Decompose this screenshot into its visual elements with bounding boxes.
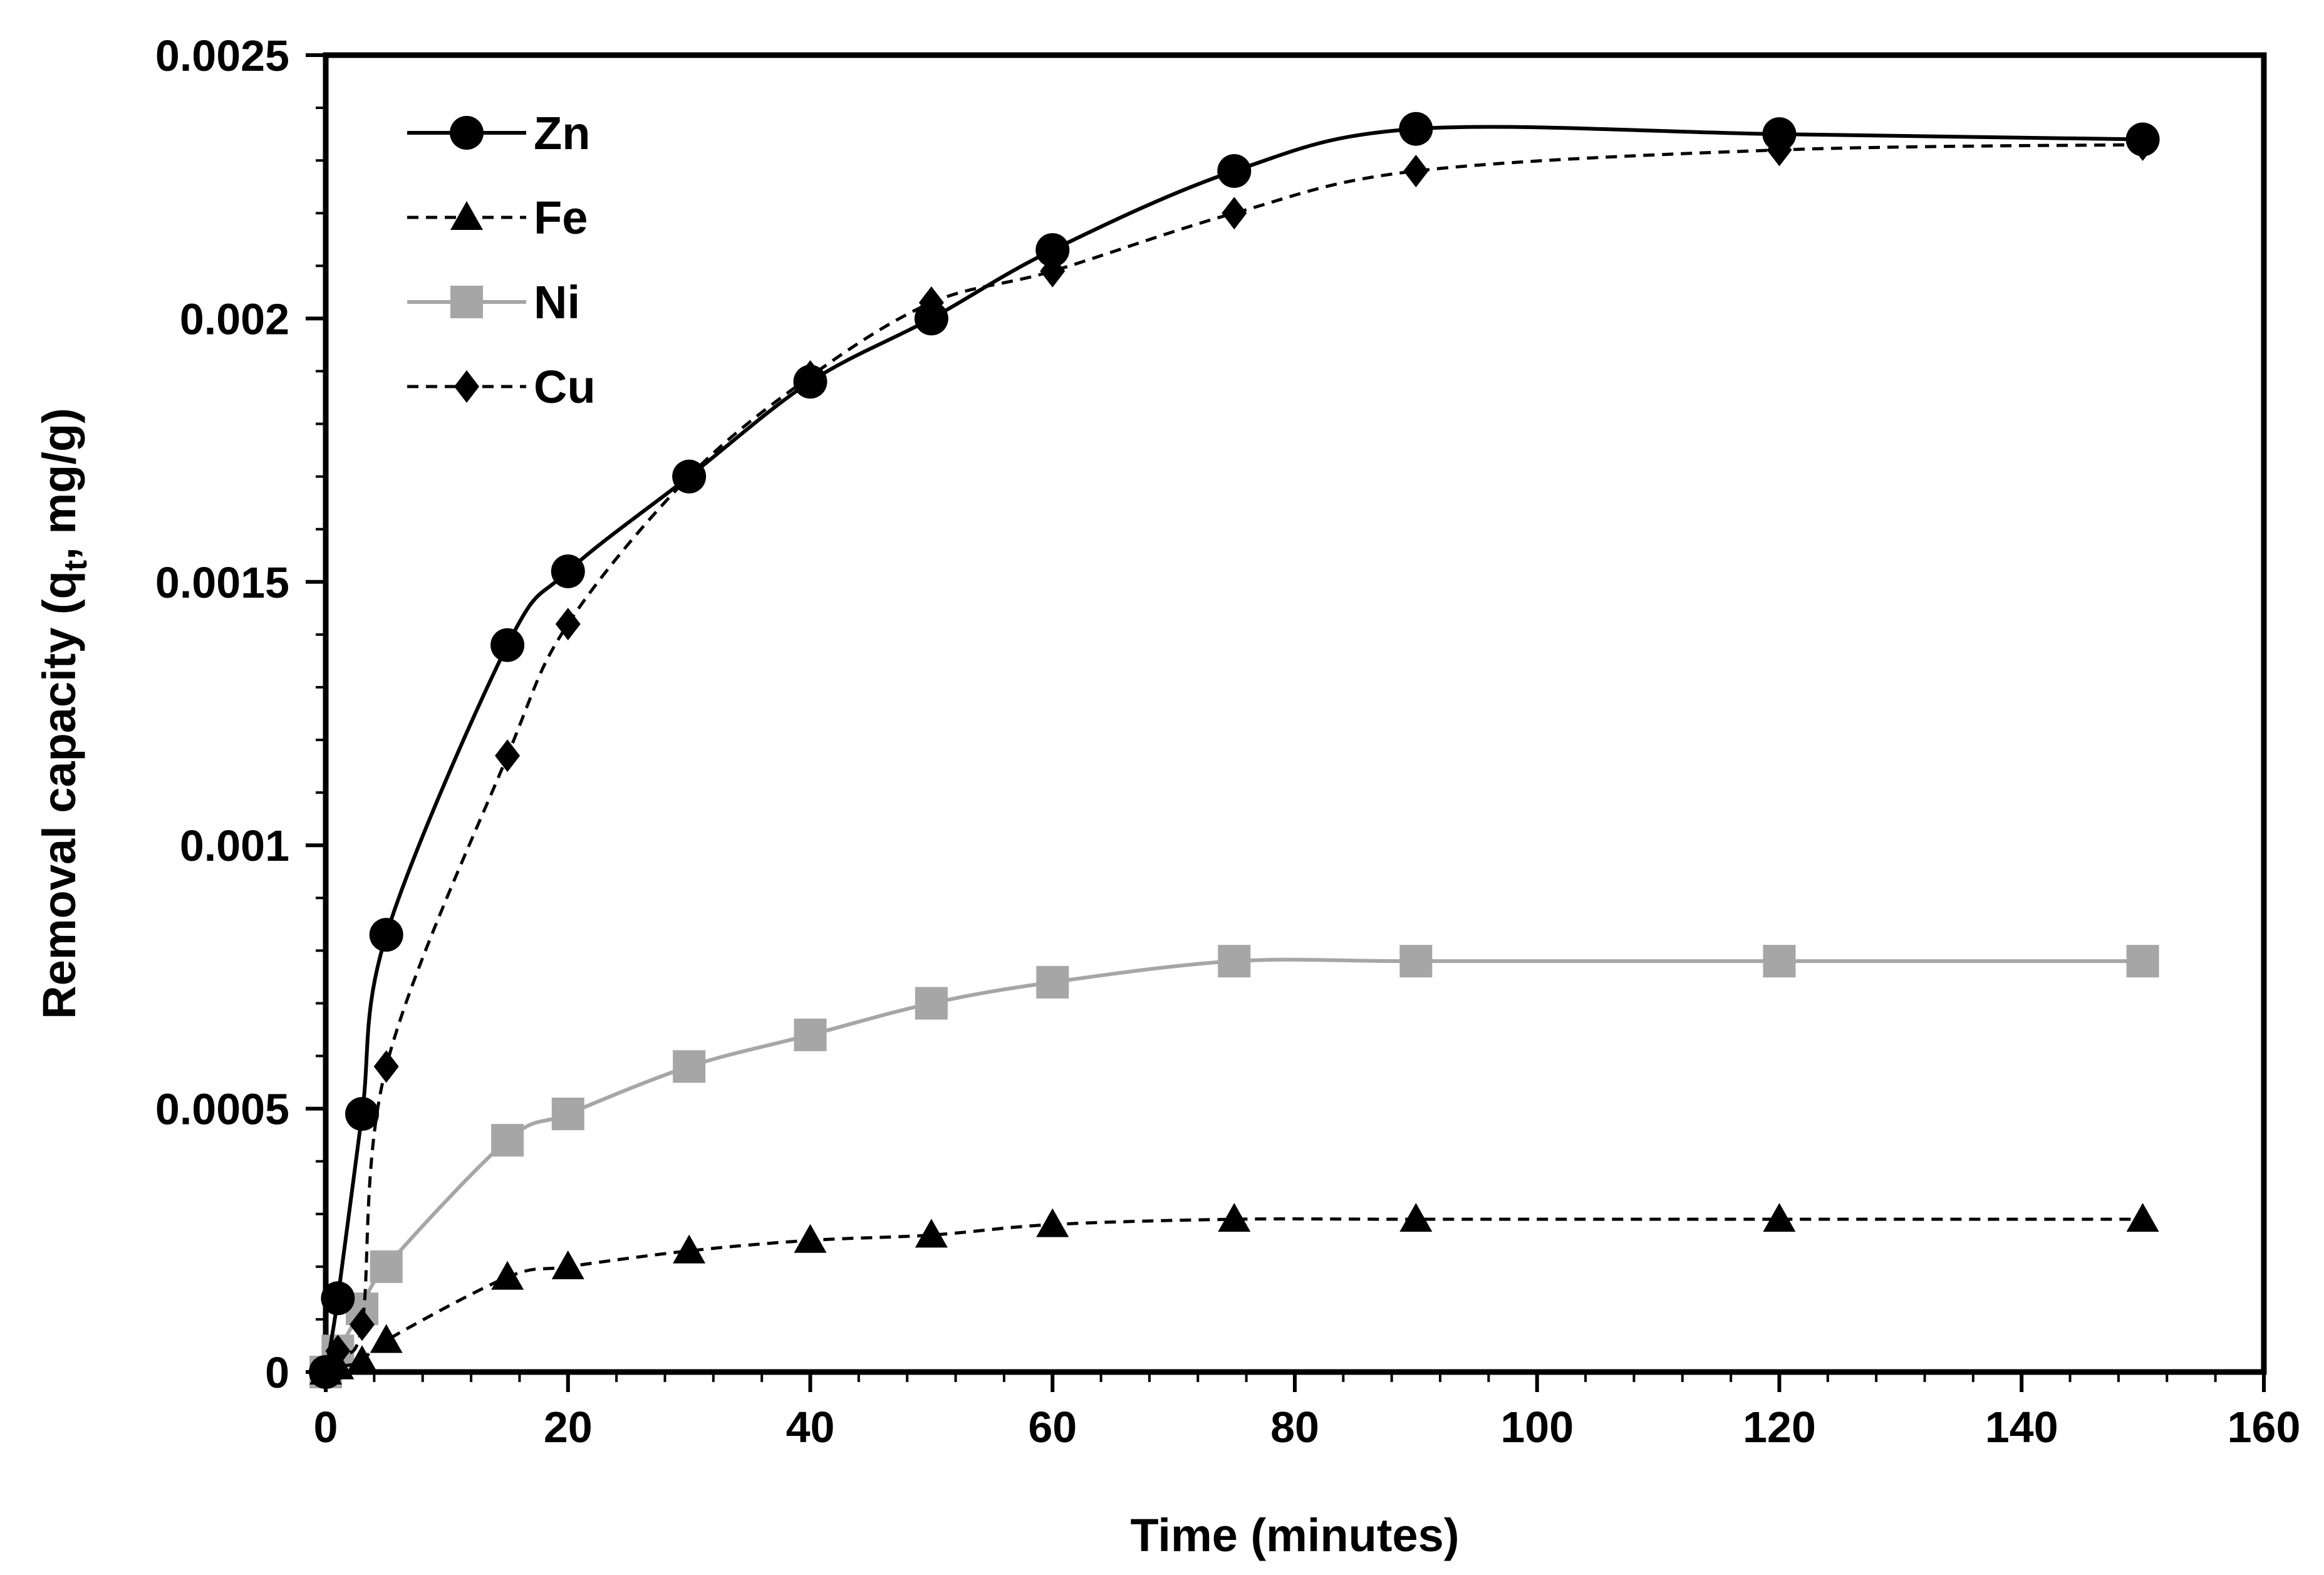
data-point-ni <box>551 1098 584 1131</box>
data-point-zn <box>551 554 585 588</box>
legend-label: Cu <box>534 361 596 413</box>
x-tick-label: 160 <box>2228 1403 2301 1452</box>
x-axis-title: Time (minutes) <box>1131 1509 1460 1561</box>
x-tick-label: 120 <box>1743 1403 1816 1452</box>
data-point-fe <box>1399 1203 1433 1232</box>
data-point-zn <box>2125 122 2160 157</box>
series-line-cu <box>324 143 2143 1373</box>
data-point-fe <box>794 1224 827 1253</box>
series-line-zn <box>324 125 2143 1373</box>
data-point-zn <box>309 1355 343 1389</box>
x-tick-label: 80 <box>1270 1403 1319 1452</box>
y-axis-title: Removal capacity (qt, mg/g) <box>33 408 94 1019</box>
data-point-cu <box>350 1308 375 1341</box>
data-point-fe <box>2126 1203 2159 1232</box>
plot-frame <box>323 52 2267 1375</box>
x-tick-label: 20 <box>544 1403 593 1452</box>
data-point-zn <box>914 301 948 336</box>
series-fe <box>309 1203 2159 1385</box>
x-tick-label: 0 <box>314 1403 338 1452</box>
legend-marker <box>454 370 479 403</box>
data-point-zn <box>369 918 403 952</box>
y-axis-ticks: 0 0.0005 0.001 0.0015 0.002 0.0025 <box>155 31 326 1397</box>
x-tick-label: 40 <box>786 1403 835 1452</box>
data-point-zn <box>345 1097 380 1131</box>
data-point-zn <box>321 1281 355 1316</box>
series-layer <box>309 112 2160 1389</box>
data-point-zn <box>672 459 707 494</box>
y-axis-title-subscript: t <box>58 560 94 571</box>
data-point-ni <box>915 987 948 1020</box>
data-point-fe <box>1036 1208 1069 1237</box>
data-point-ni <box>1218 945 1251 978</box>
data-point-ni <box>673 1050 706 1083</box>
y-axis-title-main: Removal capacity (q <box>33 571 85 1019</box>
data-point-ni <box>1763 945 1796 978</box>
legend-label: Zn <box>534 107 590 159</box>
data-point-ni <box>794 1018 827 1051</box>
x-tick-label: 60 <box>1028 1403 1077 1452</box>
legend-marker <box>450 201 483 230</box>
data-point-cu <box>1222 197 1247 230</box>
data-point-zn <box>1399 112 1433 146</box>
series-ni <box>309 945 2159 1388</box>
data-point-zn <box>1217 153 1252 188</box>
x-axis-ticks: 0 20 40 60 80 100 120 140 160 <box>314 1372 2301 1452</box>
series-line-ni <box>324 957 2143 1373</box>
data-point-cu <box>1403 154 1429 187</box>
legend-marker <box>450 286 483 318</box>
legend-label: Fe <box>534 192 588 244</box>
data-point-fe <box>370 1324 403 1353</box>
x-tick-label: 100 <box>1500 1403 1574 1452</box>
legend-item-zn: Zn <box>407 107 590 159</box>
y-tick-label: 0.0015 <box>155 558 289 607</box>
y-tick-label: 0 <box>265 1348 289 1397</box>
data-point-cu <box>373 1050 399 1083</box>
data-point-cu <box>495 739 521 772</box>
data-point-fe <box>491 1261 524 1290</box>
data-point-zn <box>490 628 525 662</box>
legend-label: Ni <box>534 276 580 328</box>
legend-item-ni: Ni <box>407 276 580 328</box>
data-point-zn <box>793 365 827 399</box>
legend-item-fe: Fe <box>407 192 588 244</box>
y-tick-label: 0.0025 <box>155 31 289 80</box>
data-point-ni <box>370 1250 403 1283</box>
data-point-ni <box>1036 965 1069 999</box>
data-point-fe <box>1218 1203 1251 1232</box>
x-tick-label: 140 <box>1985 1403 2058 1452</box>
data-point-fe <box>1763 1203 1796 1232</box>
data-point-fe <box>346 1345 379 1375</box>
series-cu <box>313 128 2155 1388</box>
legend: Zn Fe Ni Cu <box>407 107 596 413</box>
y-tick-label: 0.002 <box>180 294 289 343</box>
data-point-zn <box>1762 117 1797 152</box>
y-axis-title-tail: , mg/g) <box>33 408 85 560</box>
data-point-ni <box>1399 945 1433 978</box>
series-line-fe <box>324 1217 2143 1374</box>
data-point-zn <box>1035 233 1070 268</box>
legend-marker <box>450 116 484 150</box>
data-point-ni <box>491 1124 524 1157</box>
series-zn <box>309 112 2160 1389</box>
y-tick-label: 0.001 <box>180 821 289 870</box>
data-point-fe <box>915 1219 948 1248</box>
y-tick-label: 0.0005 <box>155 1085 289 1134</box>
data-point-fe <box>551 1250 584 1279</box>
data-point-fe <box>673 1234 706 1264</box>
data-point-cu <box>555 608 581 641</box>
data-point-ni <box>2126 945 2159 978</box>
legend-item-cu: Cu <box>407 361 596 413</box>
